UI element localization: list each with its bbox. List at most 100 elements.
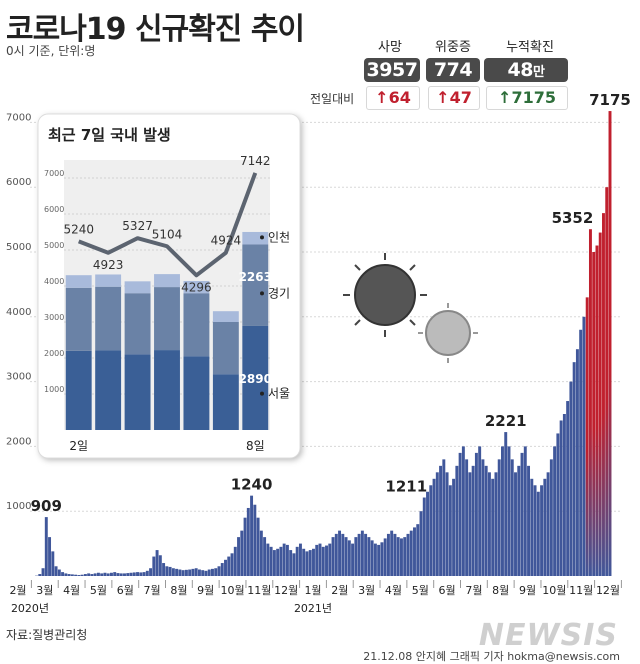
year-label-2021: 2021년: [294, 602, 332, 615]
main-daily-bar: [367, 537, 371, 576]
inset-total-line: [77, 172, 258, 278]
main-daily-bar: [566, 401, 570, 576]
main-daily-bar: [80, 574, 84, 576]
main-daily-bar: [494, 472, 498, 576]
main-daily-bar: [468, 472, 472, 576]
main-daily-bar: [377, 544, 381, 576]
main-peak-label: 7175: [589, 91, 631, 109]
inset-stack-label: 경기: [268, 286, 290, 300]
main-daily-bar: [569, 381, 573, 576]
main-daily-bar: [575, 349, 579, 576]
main-daily-bar: [113, 572, 117, 576]
inset-y-tick-label: 4000: [44, 277, 64, 286]
inset-bar-segment-경기: [124, 293, 151, 355]
main-daily-bar: [90, 574, 94, 576]
main-daily-bar: [442, 459, 446, 576]
main-daily-bar: [308, 550, 312, 576]
main-daily-bar: [51, 551, 55, 576]
main-daily-bar: [289, 550, 293, 576]
main-daily-bar: [162, 563, 166, 576]
main-daily-bar: [70, 574, 74, 576]
main-daily-bar: [240, 530, 244, 576]
main-y-tick-label: 1000: [6, 501, 31, 512]
main-daily-bar: [253, 504, 257, 576]
main-daily-bar: [126, 573, 130, 576]
inset-line-value-label: 4296: [181, 280, 212, 294]
main-daily-bar: [152, 556, 156, 576]
deaths-label: 사망: [378, 40, 402, 55]
inset-y-ticks: 1000 2000 3000 4000 5000 6000 7000: [44, 169, 64, 394]
main-x-tick-label: 5월: [90, 584, 107, 597]
main-daily-bar: [83, 574, 87, 576]
main-x-tick-label: 10월: [220, 584, 244, 597]
main-peak-label: 2221: [485, 412, 527, 430]
main-daily-bar: [338, 530, 342, 576]
main-daily-bar: [100, 573, 104, 576]
main-daily-bar: [393, 533, 397, 576]
main-daily-bar: [168, 566, 172, 576]
critical-delta: ↑47: [428, 86, 480, 110]
main-daily-bar: [272, 550, 276, 576]
main-daily-bar: [129, 572, 133, 576]
main-x-tick-label: 9월: [197, 584, 214, 597]
main-daily-bar: [237, 537, 241, 576]
source-note: 자료:질병관리청: [6, 628, 88, 642]
inset-y-tick-label: 7000: [44, 169, 64, 178]
inset-bar-segment-경기: [212, 322, 239, 375]
main-daily-bar: [220, 563, 224, 576]
main-daily-bar: [214, 568, 218, 576]
inset-total-polyline: [77, 172, 258, 278]
main-daily-bar: [243, 517, 247, 576]
inset-x-tick-label: 2일: [69, 439, 88, 453]
main-x-tick-label: 7월: [144, 584, 161, 597]
main-x-tick-label: 2월: [331, 584, 348, 597]
inset-y-tick-label: 5000: [44, 241, 64, 250]
main-x-tick-label: 3월: [358, 584, 375, 597]
main-daily-bar: [588, 229, 592, 576]
main-daily-bar: [452, 478, 456, 576]
main-y-tick-label: 7000: [6, 112, 31, 123]
main-daily-bar: [116, 573, 120, 576]
main-daily-bar: [295, 546, 299, 576]
main-daily-bar: [341, 533, 345, 576]
main-daily-bar: [553, 446, 557, 576]
main-daily-bar: [507, 446, 511, 576]
inset-title: 최근 7일 국내 발생: [48, 126, 171, 144]
main-daily-bar: [256, 517, 260, 576]
year-label-2020: 2020년: [11, 602, 49, 615]
main-daily-bar: [61, 572, 65, 576]
main-daily-bar: [559, 420, 563, 576]
main-daily-bar: [48, 537, 52, 576]
inset-y-tick-label: 3000: [44, 313, 64, 322]
main-daily-bar: [204, 570, 208, 576]
main-y-tick-label: 5000: [6, 242, 31, 253]
main-y-tick-label: 6000: [6, 177, 31, 188]
main-daily-bar: [279, 546, 283, 576]
main-daily-bar: [419, 511, 423, 576]
inset-bar-segment-인천: [124, 281, 151, 294]
main-daily-bar: [259, 530, 263, 576]
main-daily-bar: [266, 543, 270, 576]
main-daily-bar: [354, 537, 358, 576]
main-daily-bar: [523, 446, 527, 576]
main-daily-bar: [57, 569, 61, 576]
inset-bar-segment-경기: [242, 244, 269, 326]
main-daily-bar: [44, 517, 48, 576]
main-daily-bar: [602, 213, 605, 576]
main-daily-bar: [572, 362, 576, 576]
main-daily-bar: [608, 111, 612, 576]
main-daily-bar: [158, 555, 162, 576]
deaths-delta: ↑64: [366, 86, 420, 110]
main-daily-bar: [471, 465, 475, 576]
inset-bar-segment-인천: [183, 280, 210, 294]
main-daily-bar: [285, 544, 289, 576]
main-daily-bar: [171, 568, 175, 576]
inset-y-tick-label: 6000: [44, 205, 64, 214]
main-daily-bar: [448, 485, 452, 576]
inset-bar-segment-인천: [154, 274, 180, 288]
main-daily-bar: [370, 540, 374, 576]
main-daily-bar: [373, 543, 377, 576]
inset-bar-segment-서울: [124, 354, 151, 430]
main-x-tick-label: 8월: [170, 584, 187, 597]
main-x-tick-label: 2월: [9, 584, 26, 597]
